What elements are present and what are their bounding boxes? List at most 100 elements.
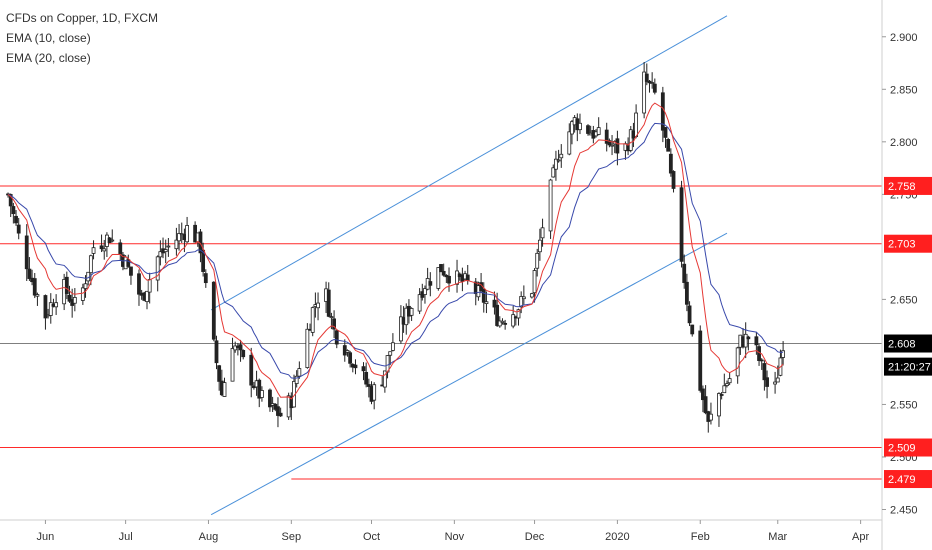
candle-body: [650, 82, 655, 84]
candle-body: [634, 112, 639, 138]
candle-body: [709, 413, 713, 421]
candle-body: [126, 259, 131, 267]
candle-body: [201, 249, 206, 272]
price-badge-label: 2.608: [888, 339, 916, 351]
candle-body: [743, 333, 748, 348]
candle-body: [366, 384, 371, 387]
candle-body: [516, 309, 521, 319]
channel-line: [210, 15, 728, 311]
price-badge-box: [884, 234, 932, 253]
candle-body: [610, 144, 614, 147]
candle-body: [177, 233, 181, 242]
candle-body: [249, 354, 254, 386]
candle-body: [679, 187, 684, 262]
candle-body: [570, 121, 574, 135]
ema20-legend[interactable]: EMA (20, close): [6, 51, 91, 65]
candle-body: [781, 350, 786, 358]
time-tick-label: Jul: [119, 531, 133, 543]
candle-body: [417, 294, 422, 312]
candle-body: [775, 377, 780, 383]
price-tick-label: 2.900: [890, 32, 918, 44]
channel-line: [210, 232, 728, 516]
price-badge-label: 2.758: [888, 181, 916, 193]
time-axis[interactable]: Jun Jul Aug Sep Oct Nov Dec 2020 Feb Mar Apr: [0, 519, 882, 543]
price-badge-label: 2.703: [888, 239, 916, 251]
candle-body: [701, 388, 705, 401]
candle-body: [155, 256, 160, 281]
candle-body: [559, 153, 564, 159]
candle-body: [492, 299, 497, 308]
candle-body: [765, 377, 769, 387]
candle-body: [67, 294, 72, 302]
candle-body: [211, 281, 216, 340]
candle-body: [663, 127, 668, 138]
price-badge-box: [884, 357, 932, 376]
candle-body: [276, 406, 280, 416]
candle-body: [746, 336, 751, 340]
candle-body: [158, 251, 163, 258]
candle-body: [43, 295, 48, 319]
candle-body: [388, 351, 393, 356]
time-tick-label: Apr: [852, 531, 869, 543]
candle-body: [241, 350, 246, 358]
candle-body: [647, 80, 652, 84]
candle-body: [687, 305, 692, 324]
candle-body: [644, 73, 649, 82]
candle-body: [497, 320, 502, 327]
candle-body: [8, 194, 13, 207]
candle-body: [137, 273, 141, 295]
candle-body: [345, 350, 350, 353]
horizontal-levels: [0, 185, 882, 480]
candle-body: [348, 352, 353, 364]
candle-body: [54, 302, 59, 308]
candle-body: [511, 314, 516, 327]
candle-body: [353, 364, 358, 369]
candle-body: [495, 304, 500, 326]
price-badge: 21:20:27: [884, 357, 932, 376]
candle-body: [535, 252, 540, 269]
candle-body: [48, 302, 53, 316]
candle-body: [409, 308, 414, 316]
candle-body: [759, 359, 764, 362]
candle-body: [682, 263, 687, 283]
candle-body: [441, 270, 446, 276]
candle-body: [230, 348, 235, 382]
candle-body: [147, 279, 152, 293]
candle-body: [278, 412, 283, 417]
price-badge: 2.608: [884, 334, 932, 353]
time-tick-label: Feb: [691, 531, 710, 543]
candle-body: [484, 301, 489, 305]
candle-body: [428, 281, 433, 286]
ema10-legend[interactable]: EMA (10, close): [6, 31, 91, 45]
candle-body: [316, 302, 320, 309]
candle-body: [32, 278, 37, 296]
price-badges: 2.758 2.703 2.608 21:20:27 2.509 2.479: [884, 176, 932, 489]
candle-body: [334, 330, 339, 345]
price-badge: 2.479: [884, 470, 932, 489]
symbol-title[interactable]: CFDs on Copper, 1D, FXCM: [6, 11, 159, 25]
candle-body: [332, 318, 336, 330]
candles: [6, 61, 786, 433]
candle-body: [214, 340, 219, 364]
candle-body: [519, 296, 524, 308]
candle-body: [698, 330, 703, 391]
candle-body: [604, 129, 609, 144]
candle-body: [24, 235, 29, 270]
candle-body: [500, 320, 505, 323]
candle-body: [364, 371, 369, 385]
candle-body: [754, 336, 759, 346]
candle-body: [578, 122, 582, 131]
candle-body: [628, 129, 633, 151]
candle-body: [203, 273, 208, 284]
candle-body: [174, 239, 179, 250]
candle-body: [540, 227, 545, 239]
candle-body: [14, 215, 18, 224]
candle-body: [567, 131, 572, 155]
candle-body: [257, 379, 262, 399]
candle-body: [80, 287, 85, 301]
candle-body: [88, 255, 93, 274]
price-badge-box: [884, 470, 932, 489]
candle-body: [439, 264, 443, 273]
time-tick-label: Mar: [768, 531, 787, 543]
